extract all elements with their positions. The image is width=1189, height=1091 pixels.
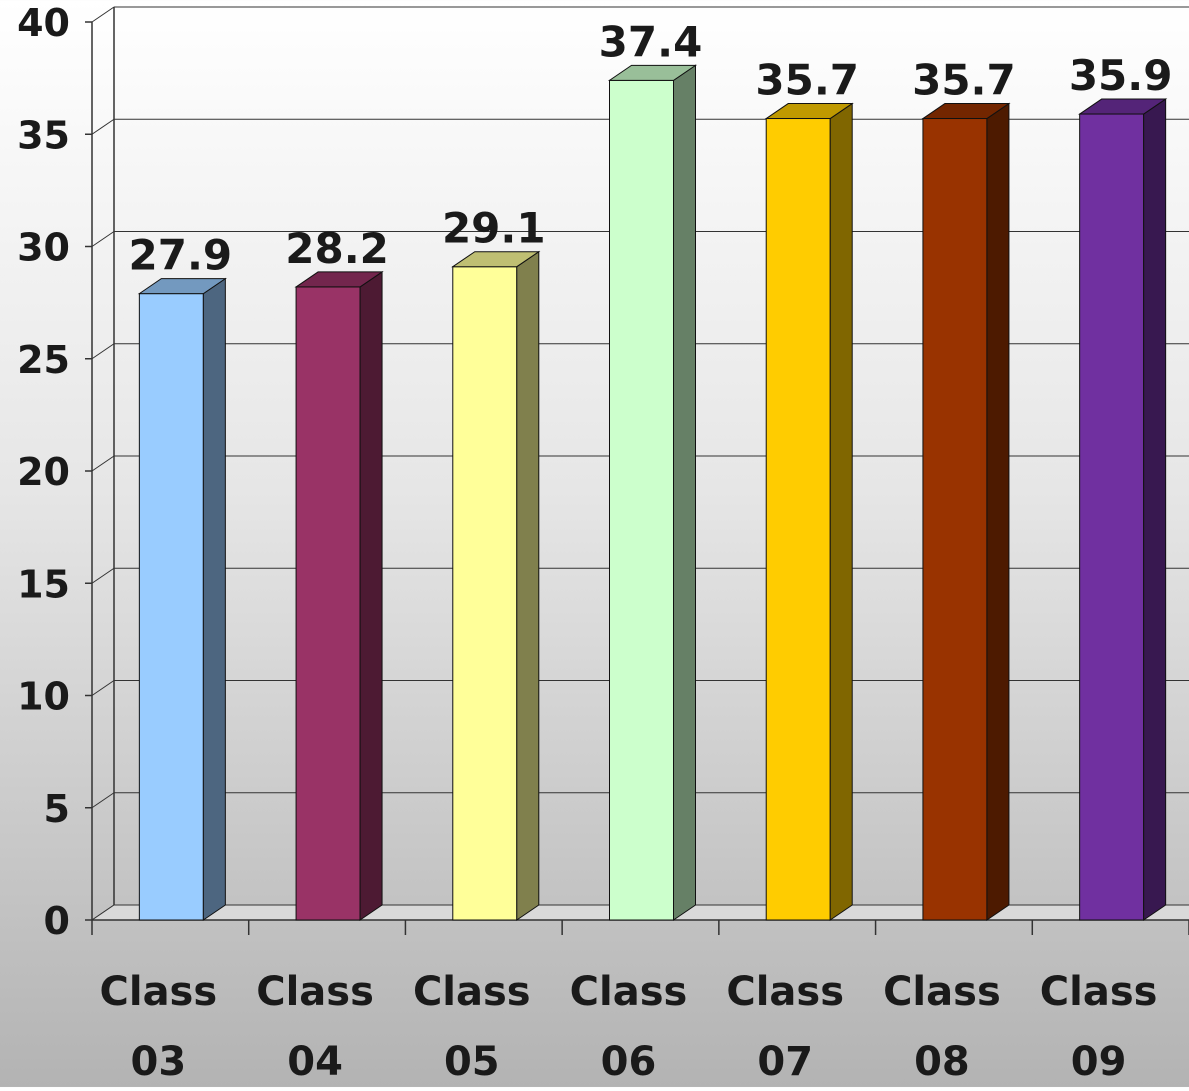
bar-front xyxy=(295,286,361,921)
y-tick-label: 35 xyxy=(17,113,70,157)
gridline-diag xyxy=(91,455,115,472)
bar-side xyxy=(986,102,1010,921)
y-tick-label: 25 xyxy=(17,338,70,382)
data-label: 35.7 xyxy=(912,56,1016,105)
data-label: 35.7 xyxy=(755,56,859,105)
bar-side xyxy=(1143,98,1167,921)
category-label-line: Class xyxy=(413,969,531,1015)
y-tick-label: 20 xyxy=(17,450,70,494)
gridline-diag xyxy=(91,680,115,696)
bar-front xyxy=(765,118,831,921)
bar xyxy=(294,270,384,921)
category-label-line: 09 xyxy=(1071,1039,1127,1085)
bar xyxy=(451,250,541,921)
category-label-line: 08 xyxy=(914,1039,970,1085)
bar xyxy=(921,102,1011,921)
y-tick-label: 30 xyxy=(17,226,70,270)
bar-front xyxy=(922,118,988,921)
bar-side xyxy=(673,64,696,921)
y-tick-label: 0 xyxy=(44,899,70,943)
gridline-diag xyxy=(91,343,115,360)
bar-top xyxy=(1078,98,1168,115)
data-label: 29.1 xyxy=(442,204,546,253)
bar-top xyxy=(921,103,1011,120)
gridline-diag xyxy=(91,231,115,247)
category-label-line: Class xyxy=(883,969,1001,1015)
category-label: Class 05 xyxy=(413,969,531,1085)
category-label-line: Class xyxy=(256,969,374,1015)
category-label: Class 09 xyxy=(1040,969,1158,1085)
category-label-line: Class xyxy=(1040,969,1158,1015)
bar xyxy=(607,64,698,921)
category-label-line: 03 xyxy=(131,1039,187,1085)
bar-top xyxy=(137,278,227,295)
gridline-diag xyxy=(91,118,115,135)
gridline-diag xyxy=(91,6,115,23)
y-tick-label: 40 xyxy=(17,1,70,45)
bar-top xyxy=(451,251,541,268)
bar-side xyxy=(516,250,540,921)
y-axis: 0 5 10 15 20 25 30 35 40 xyxy=(17,1,92,943)
category-label-line: Class xyxy=(570,969,688,1015)
bar-side xyxy=(829,102,853,921)
bar-top xyxy=(607,64,698,81)
gridline-diag xyxy=(91,567,115,584)
bar-front xyxy=(1079,113,1145,921)
category-label: Class 04 xyxy=(256,969,374,1085)
bar-top xyxy=(294,271,384,288)
category-label-line: 06 xyxy=(601,1039,657,1085)
y-tick-label: 15 xyxy=(17,562,70,606)
data-label: 27.9 xyxy=(129,231,233,280)
data-label: 28.2 xyxy=(285,224,389,273)
category-label-line: Class xyxy=(726,969,844,1015)
category-label: Class 07 xyxy=(726,969,844,1085)
bar xyxy=(1078,98,1168,921)
bar xyxy=(764,102,854,921)
category-label: Class 08 xyxy=(883,969,1001,1085)
bar-front xyxy=(609,79,674,921)
bar-side xyxy=(202,277,226,921)
category-label-line: Class xyxy=(100,969,218,1015)
bars xyxy=(137,64,1168,921)
bar xyxy=(137,277,227,921)
y-tick-label: 10 xyxy=(17,675,70,719)
bar-top xyxy=(764,103,854,120)
category-label-line: 07 xyxy=(757,1039,813,1085)
y-tick-label: 5 xyxy=(44,787,70,831)
x-axis xyxy=(91,920,1189,935)
gridline-diag xyxy=(91,792,115,809)
bar-front xyxy=(452,266,518,921)
category-label-line: 04 xyxy=(287,1039,343,1085)
category-label: Class 03 xyxy=(100,969,218,1085)
bar-side xyxy=(359,270,383,921)
data-labels: 27.9 28.2 29.1 37.4 35.7 35.7 35.9 xyxy=(129,17,1173,279)
category-label: Class 06 xyxy=(570,969,688,1085)
data-label: 37.4 xyxy=(599,17,703,66)
category-label-line: 05 xyxy=(444,1039,500,1085)
bar-front xyxy=(138,293,204,921)
data-label: 35.9 xyxy=(1069,51,1173,100)
